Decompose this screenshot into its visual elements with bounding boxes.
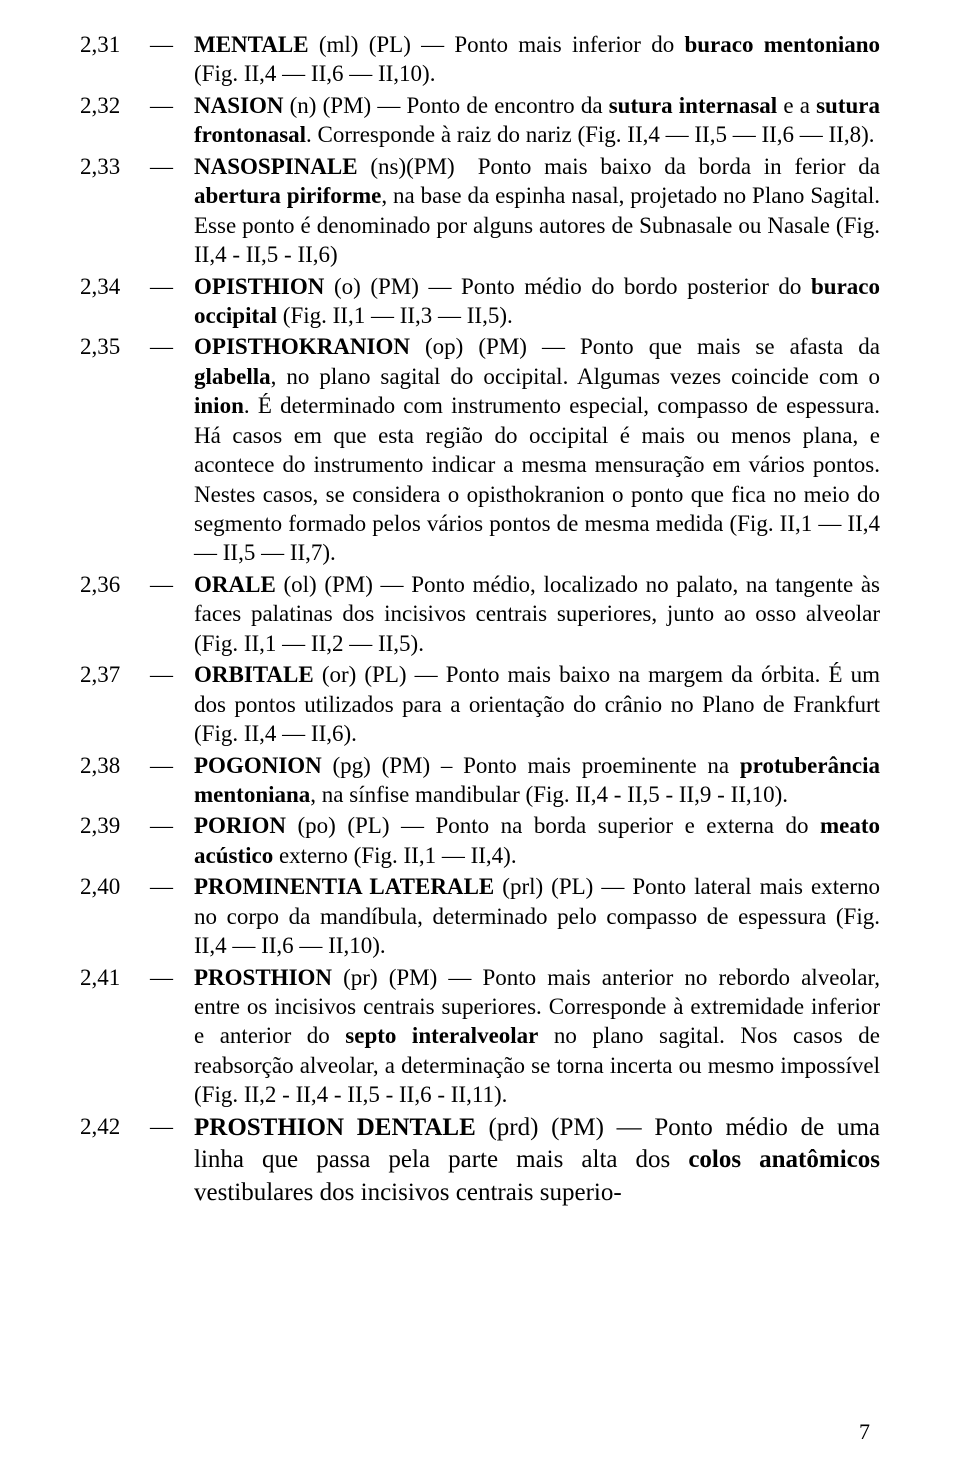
entry-description: PORION (po) (PL) — Ponto na borda superi… <box>194 811 880 870</box>
entry-number: 2,40 <box>80 872 150 901</box>
entry-number: 2,34 <box>80 272 150 301</box>
definition-entry: 2,38—POGONION (pg) (PM) – Ponto mais pro… <box>80 751 880 810</box>
entry-number: 2,33 <box>80 152 150 181</box>
entry-separator: — <box>150 272 194 301</box>
bold-text: abertura piriforme <box>194 183 381 208</box>
bold-text: ORBITALE <box>194 662 314 687</box>
body-text: (po) (PL) — Ponto na borda superior e ex… <box>286 813 820 838</box>
entry-number: 2,37 <box>80 660 150 689</box>
bold-text: glabella <box>194 364 271 389</box>
entry-description: OPISTHOKRANION (op) (PM) — Ponto que mai… <box>194 332 880 568</box>
entry-description: NASION (n) (PM) — Ponto de encontro da s… <box>194 91 880 150</box>
bold-text: PROSTHION <box>194 965 332 990</box>
definition-entry: 2,39—PORION (po) (PL) — Ponto na borda s… <box>80 811 880 870</box>
bold-text: colos anatômicos <box>688 1146 880 1173</box>
entry-separator: — <box>150 1112 194 1141</box>
bold-text: OPISTHOKRANION <box>194 334 410 359</box>
body-text: (o) (PM) — Ponto médio do bordo posterio… <box>324 274 811 299</box>
entry-description: POGONION (pg) (PM) – Ponto mais proemine… <box>194 751 880 810</box>
entry-description: ORALE (ol) (PM) — Ponto médio, localizad… <box>194 570 880 658</box>
entry-number: 2,41 <box>80 963 150 992</box>
body-text: (ml) (PL) — Ponto mais inferior do <box>309 32 685 57</box>
body-text: externo (Fig. II,1 — II,4). <box>273 843 516 868</box>
bold-text: PROSTHION DENTALE <box>194 1114 476 1141</box>
bold-text: ORALE <box>194 572 276 597</box>
entry-description: OPISTHION (o) (PM) — Ponto médio do bord… <box>194 272 880 331</box>
page-number: 7 <box>859 1419 870 1445</box>
definition-entry: 2,41—PROSTHION (pr) (PM) — Ponto mais an… <box>80 963 880 1110</box>
definition-entry: 2,35—OPISTHOKRANION (op) (PM) — Ponto qu… <box>80 332 880 568</box>
bold-text: buraco mentoniano <box>684 32 880 57</box>
document-page: 2,31—MENTALE (ml) (PL) — Ponto mais infe… <box>0 0 960 1469</box>
entry-separator: — <box>150 660 194 689</box>
definition-entry: 2,31—MENTALE (ml) (PL) — Ponto mais infe… <box>80 30 880 89</box>
definition-entry: 2,32—NASION (n) (PM) — Ponto de encontro… <box>80 91 880 150</box>
body-text: (ns)(PM) Ponto mais baixo da borda in fe… <box>358 154 880 179</box>
body-text: . Corresponde à raiz do nariz (Fig. II,4… <box>306 122 874 147</box>
bold-text: NASOSPINALE <box>194 154 358 179</box>
entry-separator: — <box>150 751 194 780</box>
body-text: (op) (PM) — Ponto que mais se afasta da <box>410 334 880 359</box>
definitions-list: 2,31—MENTALE (ml) (PL) — Ponto mais infe… <box>80 30 880 1209</box>
definition-entry: 2,40—PROMINENTIA LATERALE (prl) (PL) — P… <box>80 872 880 960</box>
entry-separator: — <box>150 963 194 992</box>
bold-text: sutura internasal <box>609 93 777 118</box>
body-text: (n) (PM) — Ponto de encontro da <box>283 93 608 118</box>
entry-description: PROSTHION (pr) (PM) — Ponto mais anterio… <box>194 963 880 1110</box>
bold-text: OPISTHION <box>194 274 324 299</box>
definition-entry: 2,33—NASOSPINALE (ns)(PM) Ponto mais bai… <box>80 152 880 270</box>
entry-separator: — <box>150 152 194 181</box>
entry-description: MENTALE (ml) (PL) — Ponto mais inferior … <box>194 30 880 89</box>
definition-entry: 2,34—OPISTHION (o) (PM) — Ponto médio do… <box>80 272 880 331</box>
entry-description: PROMINENTIA LATERALE (prl) (PL) — Ponto … <box>194 872 880 960</box>
definition-entry: 2,37—ORBITALE (or) (PL) — Ponto mais bai… <box>80 660 880 748</box>
entry-separator: — <box>150 30 194 59</box>
entry-separator: — <box>150 570 194 599</box>
entry-number: 2,35 <box>80 332 150 361</box>
entry-number: 2,39 <box>80 811 150 840</box>
body-text: e a <box>777 93 816 118</box>
body-text: vestibulares dos incisivos centrais supe… <box>194 1179 622 1206</box>
body-text: . É determinado com instrumento especial… <box>194 393 880 565</box>
bold-text: NASION <box>194 93 283 118</box>
entry-separator: — <box>150 91 194 120</box>
entry-description: ORBITALE (or) (PL) — Ponto mais baixo na… <box>194 660 880 748</box>
bold-text: PORION <box>194 813 286 838</box>
bold-text: MENTALE <box>194 32 309 57</box>
entry-number: 2,31 <box>80 30 150 59</box>
bold-text: inion <box>194 393 244 418</box>
bold-text: septo interalveolar <box>345 1023 538 1048</box>
entry-number: 2,32 <box>80 91 150 120</box>
body-text: , no plano sagital do occipital. Algumas… <box>271 364 880 389</box>
definition-entry: 2,42—PROSTHION DENTALE (prd) (PM) — Pont… <box>80 1112 880 1210</box>
entry-description: PROSTHION DENTALE (prd) (PM) — Ponto méd… <box>194 1112 880 1210</box>
definition-entry: 2,36—ORALE (ol) (PM) — Ponto médio, loca… <box>80 570 880 658</box>
bold-text: POGONION <box>194 753 322 778</box>
body-text: (pg) (PM) – Ponto mais proeminente na <box>322 753 740 778</box>
body-text: (Fig. II,4 — II,6 — II,10). <box>194 61 435 86</box>
entry-separator: — <box>150 872 194 901</box>
entry-separator: — <box>150 811 194 840</box>
entry-number: 2,42 <box>80 1112 150 1141</box>
entry-description: NASOSPINALE (ns)(PM) Ponto mais baixo da… <box>194 152 880 270</box>
entry-number: 2,36 <box>80 570 150 599</box>
bold-text: PROMINENTIA LATERALE <box>194 874 494 899</box>
entry-number: 2,38 <box>80 751 150 780</box>
body-text: (ol) (PM) — Ponto médio, localizado no p… <box>194 572 880 656</box>
entry-separator: — <box>150 332 194 361</box>
body-text: (Fig. II,1 — II,3 — II,5). <box>277 303 513 328</box>
body-text: , na sínfise mandibular (Fig. II,4 - II,… <box>310 782 788 807</box>
